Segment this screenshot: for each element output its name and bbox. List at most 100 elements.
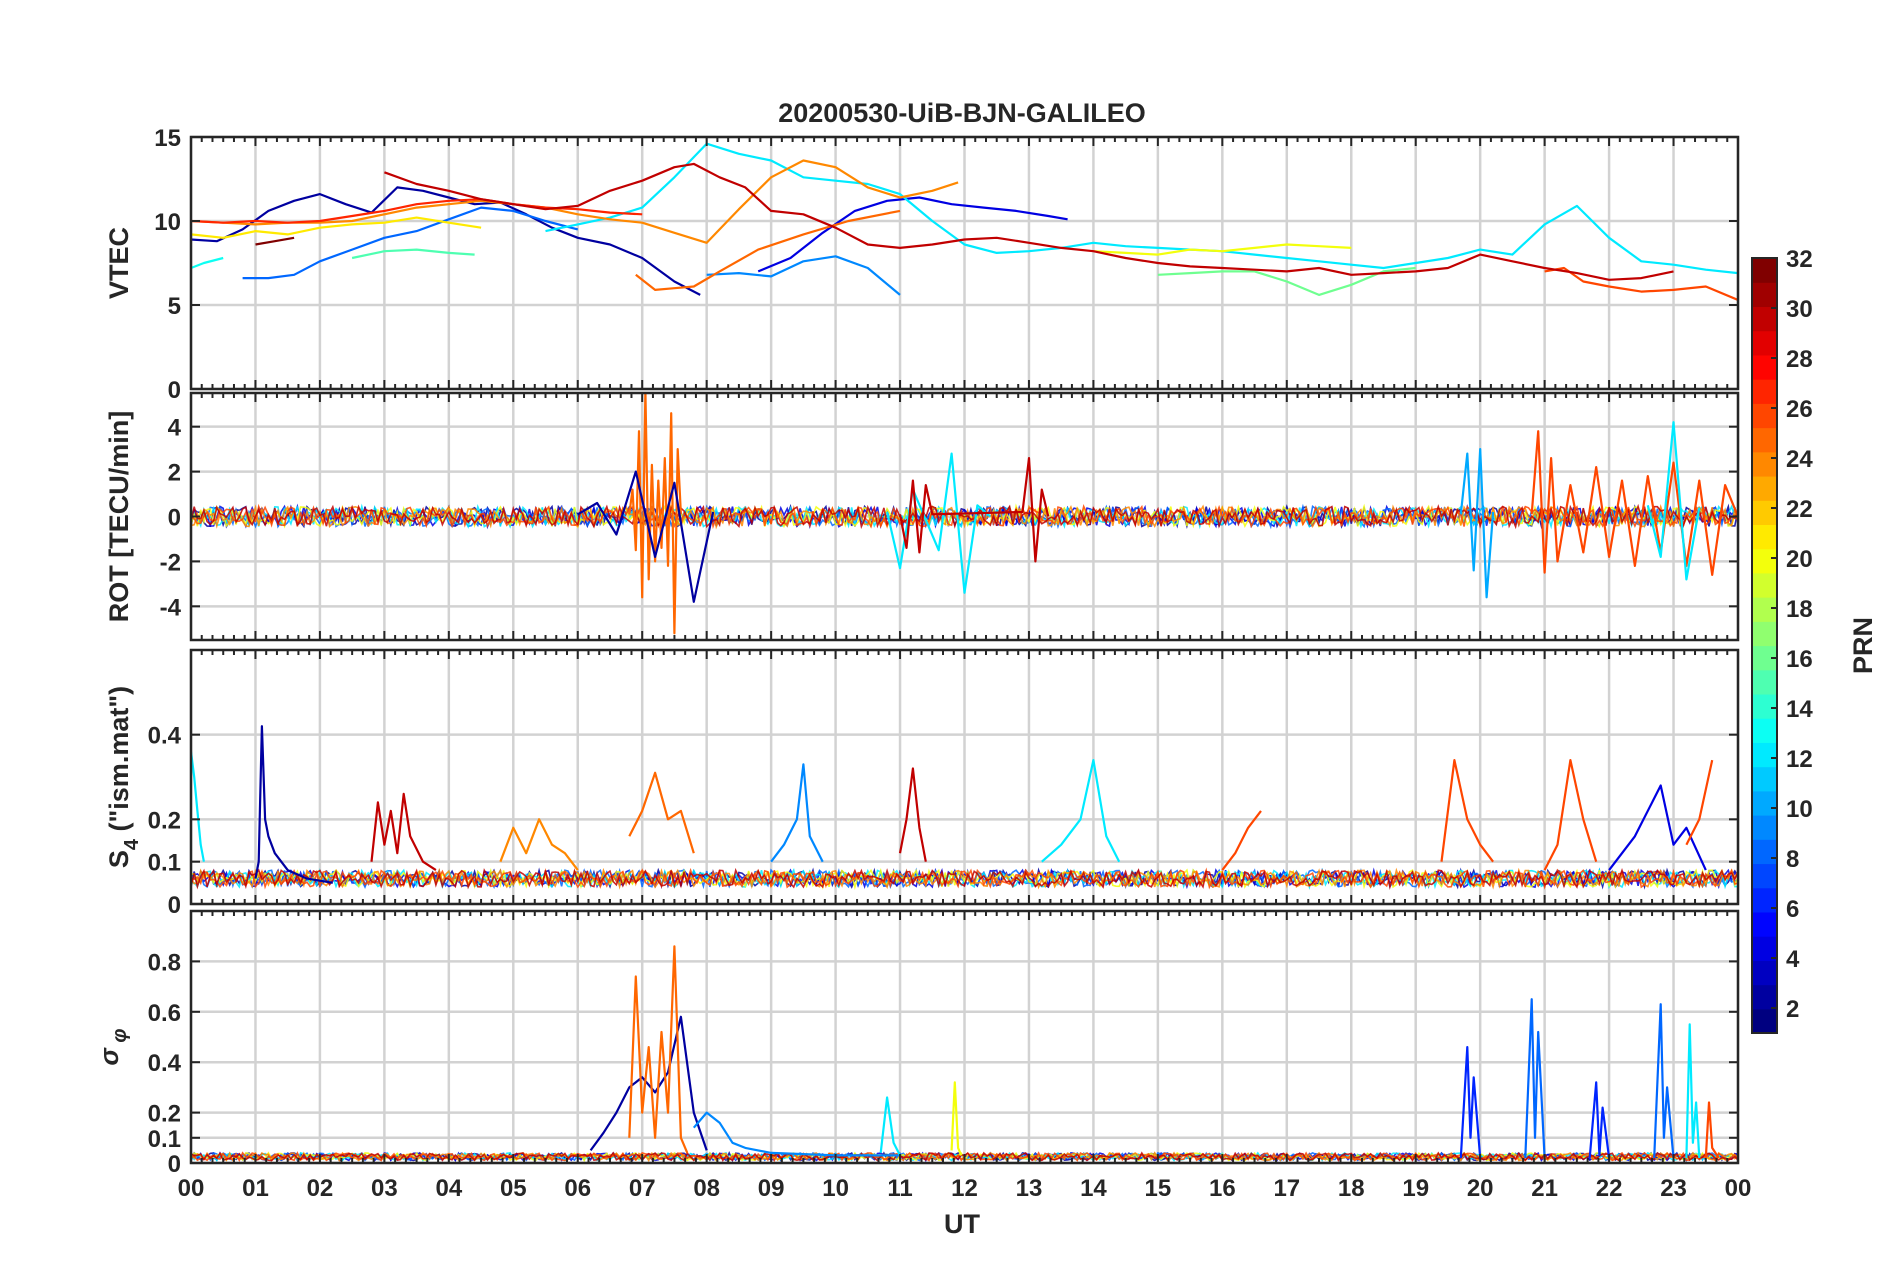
vtec-ticks: 0 5 10 15 [154,125,1739,404]
sigma_phi-ytick-label: 0.8 [148,949,181,976]
colorbar-tick-label: 28 [1786,346,1813,373]
colorbar-band [1752,815,1777,840]
colorbar-tick-label: 12 [1786,746,1813,773]
sigma_phi-series [589,945,1720,1159]
vtec-series-prn-9 [706,255,901,296]
sigma_phi-series-prn-20 [950,1081,963,1156]
sigma_phi-ytick-label: 0 [168,1151,181,1178]
vtec-series-prn-15 [351,248,475,260]
x-tick-label: 14 [1080,1175,1107,1202]
s4-series-prn-4 [1608,784,1707,871]
rot-noise [191,503,1738,530]
x-tick-label: 07 [629,1175,656,1202]
sigma_phi-ytick-label: 0.6 [148,1000,181,1027]
x-tick-label: 04 [435,1175,462,1202]
x-tick-label: 17 [1273,1175,1300,1202]
sigma_phi-series-prn-12 [1685,1023,1701,1159]
colorbar-label: PRN [1848,617,1878,674]
colorbar-band [1752,427,1777,453]
x-tick-label: 12 [951,1175,978,1202]
x-tick-label: 01 [242,1175,269,1202]
x-tick-label: 13 [1016,1175,1043,1202]
colorbar-band [1752,379,1777,404]
vtec-series-prn-26 [1544,266,1738,302]
vtec-series-prn-4 [757,196,1068,273]
colorbar-tick-label: 26 [1786,396,1813,423]
rot-ylabel: ROT [TECU/min] [104,411,134,622]
rot-ticks: -4 -2 0 2 4 [160,393,1739,640]
colorbar-tick-label: 22 [1786,496,1813,523]
s4-series-prn-12 [191,751,205,862]
s4-series-prn-30 [370,792,437,872]
x-tick-label: 10 [822,1175,849,1202]
sigma-ylabel: σ φ [94,1029,131,1066]
panel-sigma_phi: 00.10.2 0.4 0.6 0.8 σ φ [94,909,1740,1178]
vtec-series-prn-32 [255,236,295,246]
sigma_phi-ticks: 00.10.2 0.4 0.6 0.8 [148,911,1739,1178]
colorbar-band [1752,984,1777,1010]
s4-series-prn-30 [898,767,927,862]
colorbar-tick-label: 2 [1786,996,1799,1023]
sigma_phi-series-prn-8 [1653,1003,1675,1159]
colorbar-band [1752,524,1777,550]
colorbar-band [1752,621,1777,647]
rot-ytick-label: 4 [168,415,182,442]
sigma_phi-series-prn-6 [1588,1081,1611,1159]
colorbar-band [1752,669,1777,695]
x-tick-label: 23 [1660,1175,1687,1202]
s4-series-prn-9 [770,763,824,863]
vtec-series-prn-21 [191,216,482,239]
vtec-series-prn-30 [384,162,1674,281]
x-axis-label: UT [944,1209,980,1239]
vtec-ytick-label: 0 [168,377,181,404]
s4-ytick-label: 0.2 [148,807,181,834]
s4-series-prn-12 [1041,759,1121,863]
sigma_phi-ytick-label: 0.2 [148,1101,181,1128]
x-tick-labels: 00 01 02 03 04 05 06 07 08 09 10 11 12 13 14 15 16 17 18 19… [178,1175,1752,1202]
colorbar-band [1752,790,1777,816]
colorbar-tick-label: 6 [1786,896,1799,923]
colorbar-frame [1751,257,1778,1034]
vtec-series-prn-2 [191,186,701,296]
rot-series-prn-26 [1530,430,1738,576]
vtec-series-prn-27 [191,198,643,224]
vtec-ylabel: VTEC [104,227,134,299]
s4-noise-prn-4 [191,867,1738,890]
vtec-ytick-label: 10 [154,209,181,236]
sigma_phi-ytick-label: 0.1 [148,1126,181,1153]
x-tick-label: 19 [1402,1175,1429,1202]
colorbar-band [1752,766,1777,792]
vtec-series-prn-25 [635,209,901,291]
colorbar-band [1752,572,1777,598]
s4-ticks: 0 0.1 0.2 0.4 [148,650,1739,919]
rot-series-prn-2 [577,470,715,603]
x-tick-label: 00 [1725,1175,1752,1202]
x-tick-label: 08 [693,1175,720,1202]
x-tick-label: 16 [1209,1175,1236,1202]
s4-series-prn-26 [1440,759,1494,863]
s4-series-prn-24 [499,818,579,871]
x-tick-label: 05 [500,1175,527,1202]
s4-noise [191,867,1738,891]
s4-series [191,725,1714,884]
x-tick-label: 06 [564,1175,591,1202]
s4-series-prn-26 [1221,810,1262,871]
colorbar-band [1752,863,1777,889]
colorbar-tick-label: 32 [1786,246,1813,273]
colorbar-band [1752,330,1777,356]
colorbar-band [1752,936,1777,961]
s4-ytick-label: 0.4 [148,723,182,750]
vtec-ytick-label: 5 [168,293,181,320]
s4-series-prn-26 [1685,759,1714,846]
vtec-series-prn-20 [1093,243,1352,256]
vtec-series-prn-12 [545,142,1738,275]
x-tick-label: 20 [1467,1175,1494,1202]
colorbar-tick-label: 16 [1786,646,1813,673]
colorbar-band [1752,354,1777,380]
colorbar-tick-label: 4 [1786,946,1800,973]
sigma_phi-series-prn-26 [1704,1101,1720,1159]
rot-noise-prn-30 [191,503,1738,530]
